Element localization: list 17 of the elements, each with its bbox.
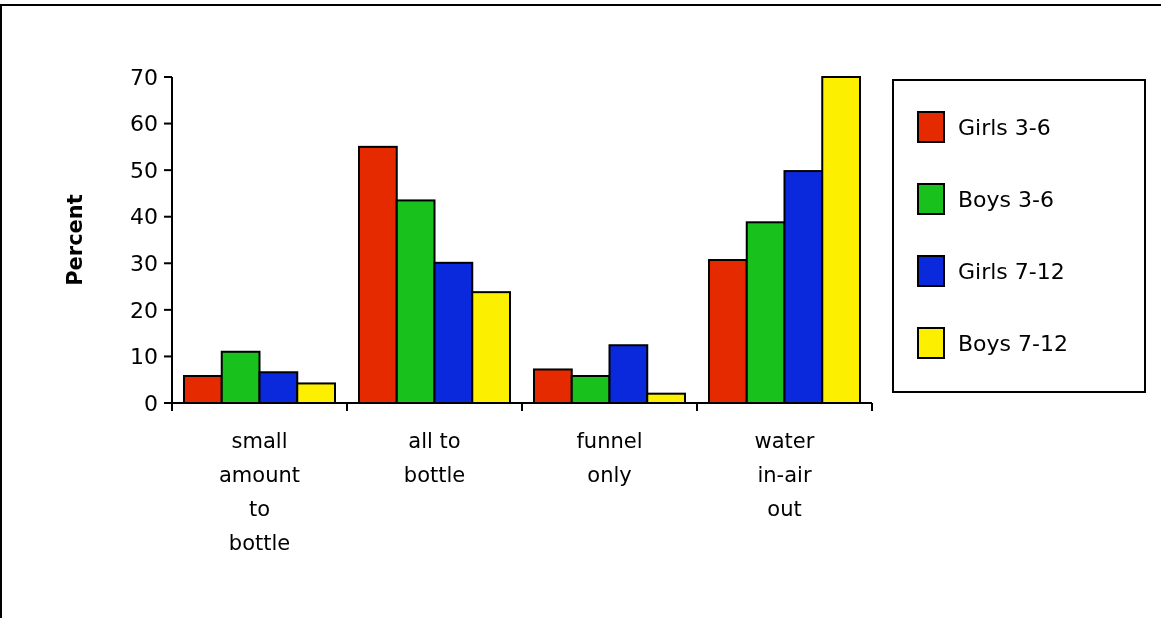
- y-axis-title: Percent: [63, 194, 87, 286]
- y-tick-label: 0: [144, 390, 158, 416]
- legend-label: Boys 3-6: [958, 186, 1054, 212]
- y-tick-label: 50: [130, 157, 158, 183]
- y-tick-label: 10: [130, 344, 158, 370]
- legend-label: Girls 7-12: [958, 258, 1065, 284]
- legend-label: Girls 3-6: [958, 114, 1051, 140]
- y-tick-label: 60: [130, 111, 158, 137]
- y-tick-label: 20: [130, 297, 158, 323]
- x-tick-label: water in-air out: [754, 429, 815, 521]
- y-tick-label: 40: [130, 204, 158, 230]
- legend-label: Boys 7-12: [958, 330, 1068, 356]
- y-tick-label: 70: [130, 64, 158, 90]
- y-tick-label: 30: [130, 250, 158, 276]
- x-tick-label: funnel only: [576, 429, 643, 487]
- x-tick-label: all to bottle: [403, 429, 466, 487]
- x-tick-label: small amount to bottle: [218, 429, 301, 555]
